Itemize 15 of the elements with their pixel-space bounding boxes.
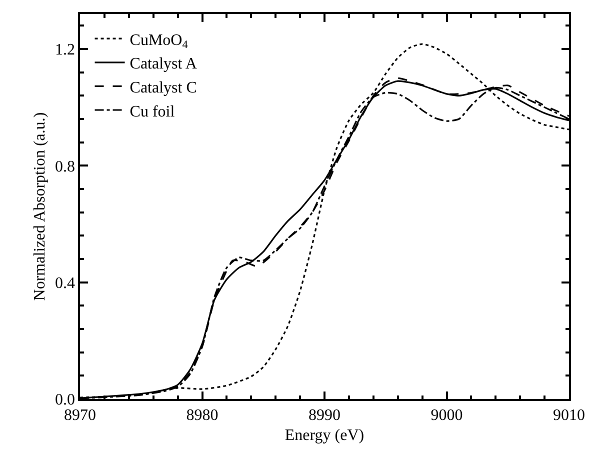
x-tick-label: 8980 [186,406,218,424]
y-tick-label: 0.0 [55,392,76,409]
y-tick-label: 0.8 [55,158,76,176]
y-tick-label: 1.2 [55,42,76,59]
legend-label: Catalyst C [130,79,197,96]
x-tick-label: 8990 [308,406,340,424]
x-axis-title: Energy (eV) [284,427,364,444]
x-tick-label: 9000 [430,406,463,424]
legend-label: Cu foil [130,103,176,120]
legend-label: Catalyst A [130,56,198,73]
legend-label: CuMoO$_{4}$ [130,32,188,52]
y-axis-title: Normalized Absorption (a.u.) [31,112,48,301]
x-tick-label: 9010 [553,406,585,424]
y-tick-label: 0.4 [55,274,76,292]
x-tick-label: 8970 [64,406,96,424]
